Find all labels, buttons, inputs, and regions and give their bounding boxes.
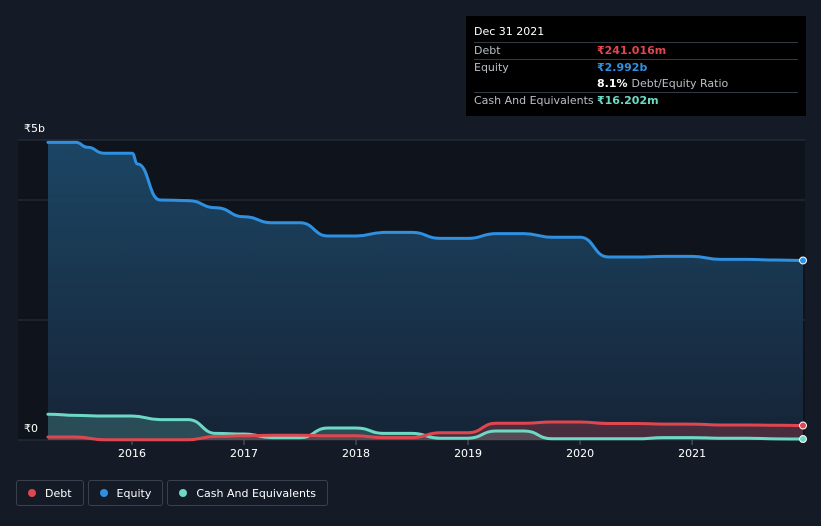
- debt-dot-icon: [28, 489, 36, 497]
- cash-and-equivalents-end-marker: [799, 435, 807, 444]
- tooltip-equity-value: ₹2.992b: [597, 61, 648, 74]
- tooltip-cash-label: Cash And Equivalents: [474, 94, 594, 107]
- debt-area: [48, 422, 803, 440]
- equity-line: [46, 140, 805, 262]
- equity-dot-icon: [99, 489, 108, 497]
- tooltip-row-debt: Debt ₹241.016m: [474, 42, 798, 59]
- tooltip-ratio-spacer: [474, 76, 597, 92]
- debt-line: [46, 420, 805, 442]
- tooltip-date: Dec 31 2021: [474, 25, 545, 38]
- legend-equity-label: Equity: [116, 486, 152, 500]
- legend-debt-label: Debt: [45, 486, 72, 500]
- debt-end-marker: [799, 421, 807, 430]
- tooltip-debt-value: ₹241.016m: [597, 44, 667, 57]
- legend-item-cash[interactable]: Cash And Equivalents: [167, 480, 328, 506]
- legend-item-equity[interactable]: Equity: [87, 480, 164, 506]
- hover-tooltip: Dec 31 2021 Debt ₹241.016m Equity ₹2.992…: [466, 16, 806, 116]
- tooltip-row-cash: Cash And Equivalents ₹16.202m: [474, 92, 798, 109]
- tooltip-row-ratio: 8.1% Debt/Equity Ratio: [474, 76, 798, 92]
- end-markers: [799, 256, 807, 444]
- equity-end-marker: [799, 256, 807, 265]
- tooltip-equity-label: Equity: [474, 61, 509, 74]
- y-axis-max-label: ₹5b: [24, 122, 45, 135]
- chart-legend: Debt Equity Cash And Equivalents: [16, 480, 328, 506]
- x-tick-label: 2021: [678, 447, 706, 460]
- x-tick-label: 2020: [566, 447, 594, 460]
- x-tick-label: 2016: [118, 447, 146, 460]
- tooltip-cash-value: ₹16.202m: [597, 94, 659, 107]
- legend-item-debt[interactable]: Debt: [16, 480, 84, 506]
- x-tick-label: 2017: [230, 447, 258, 460]
- y-axis-min-label: ₹0: [24, 422, 38, 435]
- x-axis-ticks: 2016 2017 2018 2019 2020 2021: [118, 440, 706, 460]
- tooltip-debt-label: Debt: [474, 44, 501, 57]
- tooltip-ratio-label: Debt/Equity Ratio: [631, 77, 729, 90]
- tooltip-ratio-value: 8.1%: [597, 77, 628, 90]
- x-tick-label: 2018: [342, 447, 370, 460]
- series-lines: [46, 140, 805, 442]
- legend-cash-label: Cash And Equivalents: [196, 486, 316, 500]
- x-tick-label: 2019: [454, 447, 482, 460]
- tooltip-row-equity: Equity ₹2.992b: [474, 59, 798, 76]
- cash-dot-icon: [179, 489, 188, 497]
